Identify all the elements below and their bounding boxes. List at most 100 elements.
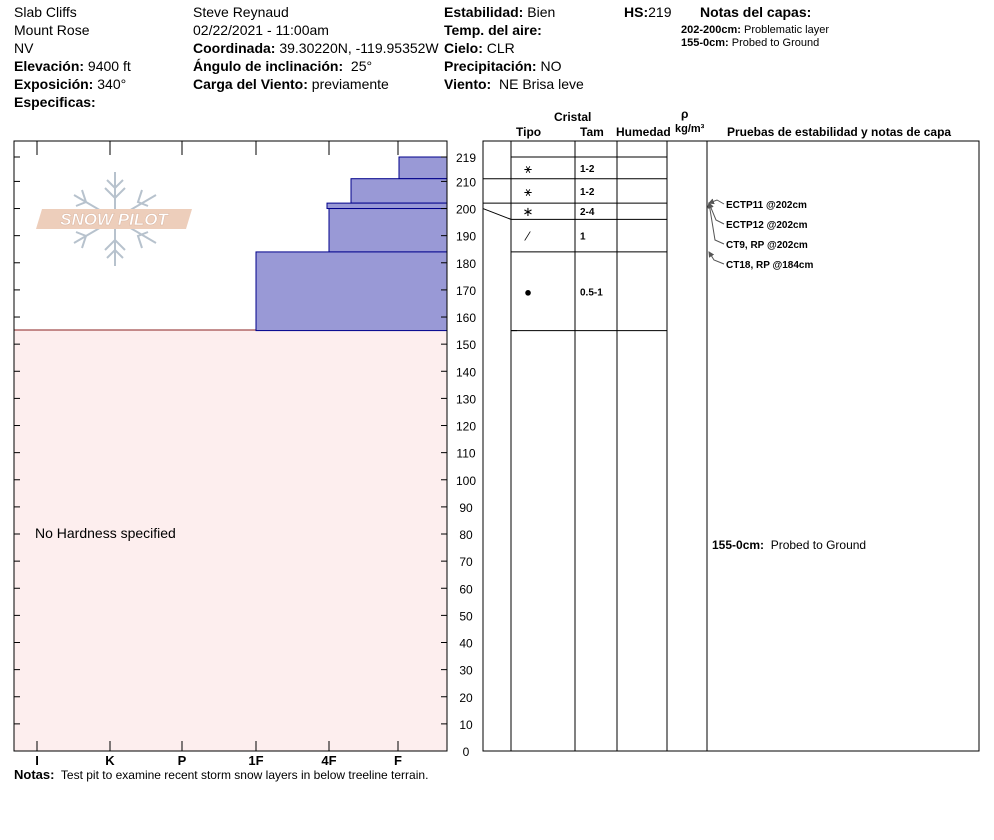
depth-label-0: 0 [463, 745, 470, 759]
stability-test-1: ECTP11 @202cm [726, 200, 807, 211]
crystal-table [482, 140, 980, 752]
hardness-label-1F: 1F [248, 753, 263, 768]
notes-field: Notas: Test pit to examine recent storm … [14, 767, 428, 782]
slope-angle-field: Ángulo de inclinación: 25° [193, 58, 372, 74]
depth-label-10: 10 [459, 718, 473, 732]
chart-layer-note-range: 155-0cm: [712, 538, 765, 552]
logo-banner [36, 209, 192, 229]
crystal-type-4: ⁄ [524, 229, 531, 244]
depth-label-219: 219 [456, 151, 476, 165]
observation-datetime: 02/22/2021 - 11:00am [193, 22, 329, 38]
snow-pilot-logo: SNOW PILOT [36, 172, 192, 266]
crystal-size-5: 0.5-1 [580, 287, 603, 298]
crystal-size-3: 2-4 [580, 207, 595, 218]
stability-test-4: CT18, RP @184cm [726, 260, 813, 271]
chart-layer-note-text: Probed to Ground [770, 538, 867, 552]
stability-test-arrow-4 [708, 251, 725, 265]
hardness-bar-3 [326, 202, 448, 210]
density-unit-header: kg/m³ [675, 123, 705, 135]
observer-name: Steve Reynaud [193, 4, 289, 20]
wind-label: Viento: [444, 76, 492, 92]
site-region: Mount Rose [14, 22, 90, 38]
depth-label-90: 90 [459, 501, 473, 515]
coordinate-label: Coordinada: [193, 40, 276, 56]
sky-value: CLR [486, 40, 515, 56]
crystal-type-5: ● [524, 284, 532, 299]
precip-field: Precipitación: NO [444, 58, 561, 74]
hs-value: 219 [648, 4, 672, 20]
stability-test-2: ECTP12 @202cm [726, 220, 808, 231]
depth-label-30: 30 [459, 664, 473, 678]
coordinate-value: 39.30220N, -119.95352W [279, 40, 439, 56]
hardness-label-F: F [394, 753, 402, 768]
hs-label: HS: [624, 4, 649, 20]
hardness-label-P: P [178, 753, 187, 768]
stability-test-arrow-3 [706, 202, 725, 245]
layer-note-2-text: Probed to Ground [731, 37, 820, 49]
slope-angle-value: 25° [350, 58, 373, 74]
crystal-type-2: ⚹ [524, 184, 532, 199]
stability-label: Estabilidad: [444, 4, 524, 20]
air-temp-label: Temp. del aire: [444, 22, 542, 38]
depth-label-110: 110 [456, 447, 475, 461]
layer-note-1: 202-200cm: Problematic layer [681, 24, 829, 36]
depth-label-200: 200 [456, 203, 476, 217]
site-state: NV [14, 40, 34, 56]
depth-axis-labels: 2192102001901801701601501401301201101009… [456, 151, 476, 759]
crystal-type-1: ⚹ [524, 161, 532, 176]
hardness-axis-labels: I K P 1F 4F F [35, 753, 402, 768]
sky-field: Cielo: CLR [444, 40, 515, 56]
wind-value: NE Brisa leve [498, 76, 584, 92]
depth-label-20: 20 [459, 691, 473, 705]
stability-test-3: CT9, RP @202cm [726, 240, 808, 251]
depth-label-130: 130 [456, 392, 476, 406]
aspect-value: 340° [97, 76, 127, 92]
size-header: Tam [580, 125, 604, 139]
stability-field: Estabilidad: Bien [444, 4, 555, 20]
hardness-bars [255, 156, 448, 332]
aspect-field: Exposición: 340° [14, 76, 126, 92]
crystal-size-2: 1-2 [580, 187, 595, 198]
depth-label-180: 180 [456, 257, 476, 271]
hardness-bar-2 [350, 178, 448, 204]
stability-tests-header: Pruebas de estabilidad y notas de capa [727, 125, 952, 139]
stability-test-arrow-1 [708, 198, 725, 205]
depth-label-50: 50 [459, 609, 473, 623]
crystal-header: Cristal [554, 110, 592, 124]
depth-label-140: 140 [456, 365, 476, 379]
depth-label-120: 120 [456, 420, 476, 434]
wind-load-field: Carga del Viento: previamente [193, 76, 389, 92]
crystal-size-4: 1 [580, 232, 586, 243]
notes-label: Notas: [14, 767, 55, 782]
slope-angle-label: Ángulo de inclinación: [193, 58, 344, 74]
ground-region [14, 330, 447, 751]
precip-label: Precipitación: [444, 58, 537, 74]
hardness-label-I: I [35, 753, 39, 768]
stability-value: Bien [527, 4, 556, 20]
logo-text: SNOW PILOT [60, 210, 169, 229]
hs-field: HS:219 [624, 4, 671, 20]
hardness-bar-5 [255, 251, 448, 332]
site-location: Slab Cliffs [14, 4, 77, 20]
depth-label-210: 210 [456, 175, 476, 189]
type-header: Tipo [516, 125, 542, 139]
hardness-label-K: K [105, 753, 115, 768]
wind-load-label: Carga del Viento: [193, 76, 308, 92]
hardness-panel [14, 156, 448, 751]
stability-test-labels: ECTP11 @202cm ECTP12 @202cm CT9, RP @202cm… [706, 198, 813, 271]
layer-note-1-range: 202-200cm: [681, 24, 741, 36]
crystal-type-3: ∗ [523, 204, 534, 219]
notes-text: Test pit to examine recent storm snow la… [60, 768, 429, 782]
layer-notes-title: Notas del capas: [700, 4, 812, 20]
layer-note-2: 155-0cm: Probed to Ground [681, 37, 819, 49]
depth-label-150: 150 [456, 338, 476, 352]
layer-connector-2 [482, 208, 512, 220]
hardness-bar-1 [398, 156, 448, 180]
specifics-label: Especificas: [14, 94, 96, 110]
elevation-value: 9400 ft [87, 58, 131, 74]
depth-label-70: 70 [459, 555, 473, 569]
depth-label-60: 60 [459, 582, 473, 596]
elevation-label: Elevación: [14, 58, 85, 74]
crystal-layers: ⚹ 1-2 ⚹ 1-2 ∗ 2-4 ⁄ 1 ● 0.5-1 [482, 156, 667, 332]
